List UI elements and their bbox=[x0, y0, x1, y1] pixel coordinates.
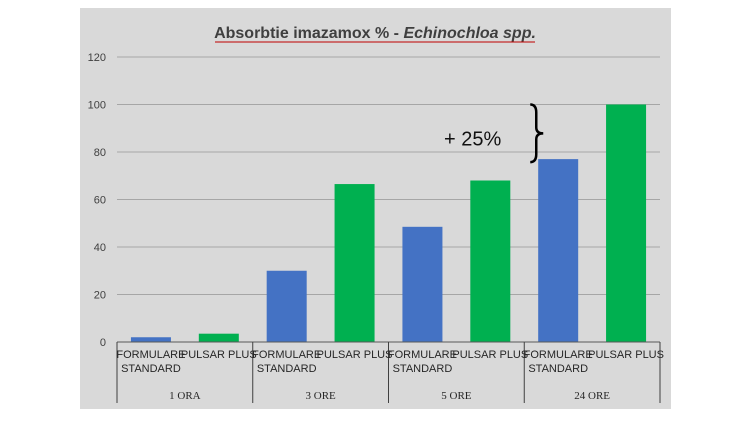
category-label: PULSAR PLUS bbox=[588, 349, 664, 361]
category-label: FORMULARE STANDARD bbox=[524, 349, 593, 375]
category-label: FORMULARE STANDARD bbox=[116, 349, 185, 375]
chart-title-main: Absorbtie imazamox % - bbox=[214, 25, 403, 42]
bar bbox=[606, 104, 647, 342]
bar bbox=[470, 180, 511, 342]
category-label: PULSAR PLUS bbox=[181, 349, 257, 361]
annotation-brace bbox=[530, 103, 544, 164]
bar bbox=[198, 333, 239, 342]
bar bbox=[266, 270, 307, 342]
group-label: 24 ORE bbox=[574, 390, 610, 402]
category-label: PULSAR PLUS bbox=[452, 349, 528, 361]
y-tick-label: 20 bbox=[94, 290, 106, 302]
category-label: FORMULARE STANDARD bbox=[388, 349, 457, 375]
chart-title-italic: Echinochloa spp. bbox=[403, 25, 535, 42]
y-tick-label: 60 bbox=[94, 195, 106, 207]
chart-title: Absorbtie imazamox % - Echinochloa spp. bbox=[214, 25, 536, 42]
y-tick-label: 40 bbox=[94, 242, 106, 254]
category-label: PULSAR PLUS bbox=[317, 349, 393, 361]
bar bbox=[402, 226, 443, 342]
y-axis-ticks: 0 20 40 60 80 100 120 bbox=[88, 52, 106, 349]
category-label: FORMULARE STANDARD bbox=[252, 349, 321, 375]
y-tick-label: 100 bbox=[88, 100, 106, 112]
bar bbox=[334, 184, 375, 342]
y-tick-label: 120 bbox=[88, 52, 106, 64]
group-label: 5 ORE bbox=[441, 390, 472, 402]
y-tick-label: 80 bbox=[94, 147, 106, 159]
annotation: + 25% bbox=[444, 103, 544, 164]
bar bbox=[130, 337, 171, 342]
group-label: 1 ORA bbox=[169, 390, 201, 402]
bar bbox=[538, 159, 579, 342]
annotation-label: + 25% bbox=[444, 128, 501, 150]
group-label: 3 ORE bbox=[306, 390, 337, 402]
y-tick-label: 0 bbox=[100, 337, 106, 349]
bars bbox=[130, 104, 647, 342]
